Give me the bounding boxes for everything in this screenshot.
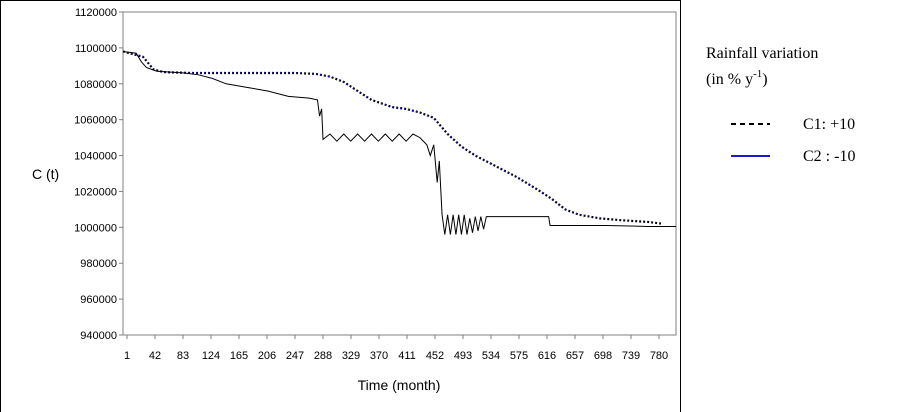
x-tick-label: 575 bbox=[510, 350, 528, 362]
x-tick-label: 247 bbox=[286, 350, 304, 362]
x-tick-label: 739 bbox=[622, 350, 640, 362]
x-axis-ticks: 1 42 83 124 165 206 247 288 329 370 411 452 493 534 57… bbox=[124, 335, 668, 362]
y-tick-label: 1020000 bbox=[74, 186, 117, 198]
x-tick-label: 493 bbox=[454, 350, 472, 362]
series-line-2 bbox=[122, 50, 663, 225]
legend-title-line1: Rainfall variation bbox=[706, 45, 818, 62]
y-tick-label: 960000 bbox=[80, 294, 117, 306]
legend-title-prefix: (in % y bbox=[706, 71, 753, 88]
y-tick-label: 1060000 bbox=[74, 115, 117, 127]
legend-c1-label: C1: +10 bbox=[803, 116, 855, 133]
y-tick-label: 1080000 bbox=[74, 79, 117, 91]
x-axis-label: Time (month) bbox=[358, 377, 441, 393]
x-tick-label: 165 bbox=[230, 350, 248, 362]
x-tick-label: 698 bbox=[594, 350, 612, 362]
x-tick-label: 124 bbox=[202, 350, 220, 362]
x-tick-label: 534 bbox=[482, 350, 500, 362]
x-tick-label: 452 bbox=[426, 350, 444, 362]
plot-area bbox=[122, 11, 677, 336]
legend-title-suffix: ) bbox=[762, 71, 767, 88]
x-tick-label: 616 bbox=[538, 350, 556, 362]
legend: Rainfall variation (in % y-1) C1: +10 C2… bbox=[706, 45, 855, 165]
x-tick-label: 42 bbox=[149, 350, 161, 362]
y-tick-label: 1120000 bbox=[75, 7, 117, 19]
x-tick-label: 1 bbox=[124, 350, 130, 362]
y-tick-label: 1040000 bbox=[74, 151, 117, 163]
y-tick-label: 1100000 bbox=[75, 43, 117, 55]
y-tick-label: 1000000 bbox=[74, 222, 117, 234]
series-line-1 bbox=[122, 50, 663, 225]
legend-title-sup: -1 bbox=[753, 68, 762, 80]
y-axis-ticks: 1120000 1100000 1080000 1060000 1040000 10200… bbox=[74, 7, 123, 342]
series-layer bbox=[122, 50, 676, 235]
x-tick-label: 411 bbox=[398, 350, 416, 362]
x-tick-label: 288 bbox=[314, 350, 332, 362]
x-tick-label: 780 bbox=[650, 350, 668, 362]
y-tick-label: 940000 bbox=[80, 330, 117, 342]
x-tick-label: 206 bbox=[258, 350, 276, 362]
y-tick-label: 980000 bbox=[80, 258, 117, 270]
x-tick-label: 329 bbox=[342, 350, 360, 362]
legend-c2-label: C2 : -10 bbox=[803, 148, 855, 165]
series-line-3 bbox=[122, 50, 676, 235]
x-tick-label: 83 bbox=[177, 350, 189, 362]
x-tick-label: 370 bbox=[370, 350, 388, 362]
y-axis-label: C (t) bbox=[32, 166, 59, 182]
x-tick-label: 657 bbox=[566, 350, 584, 362]
legend-title-line2: (in % y-1) bbox=[706, 68, 768, 88]
